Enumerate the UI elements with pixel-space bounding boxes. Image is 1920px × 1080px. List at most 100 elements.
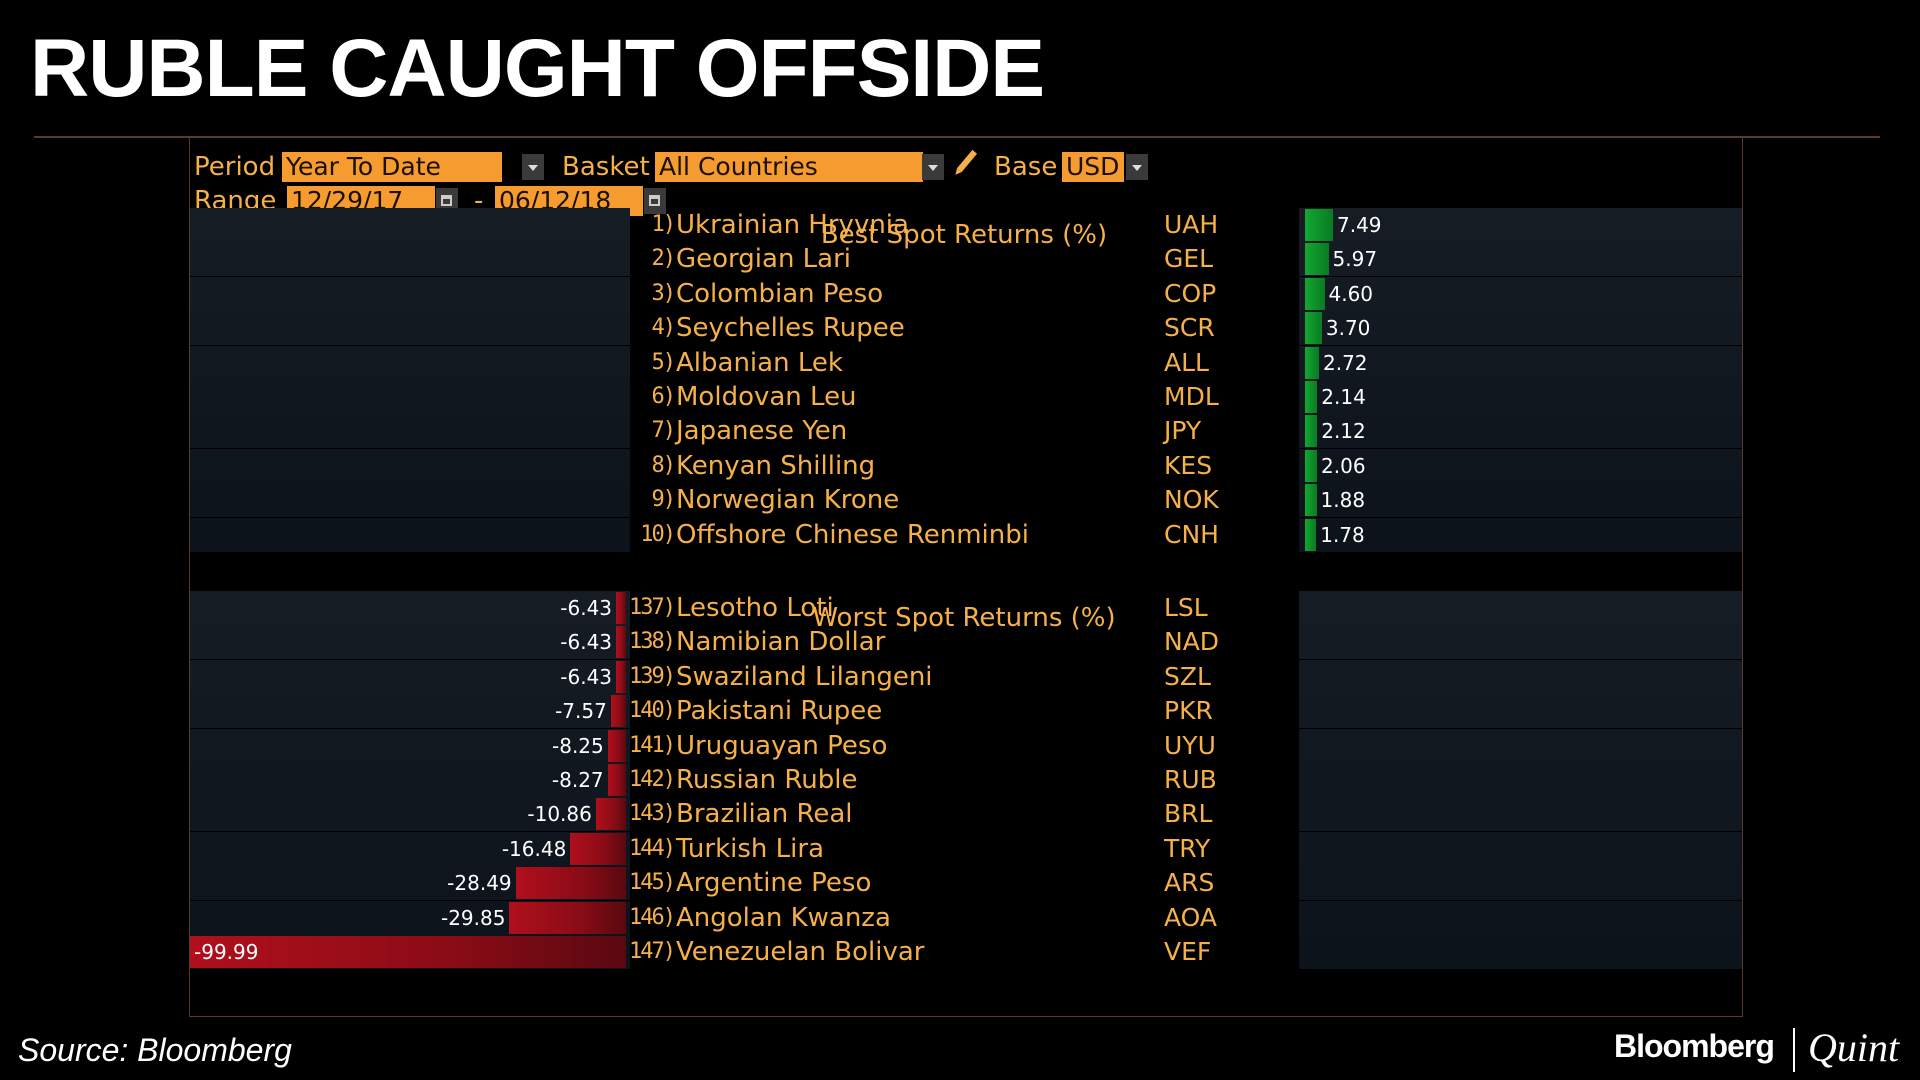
value-label: -6.43 [560,630,613,655]
rank-label: 7) [651,418,677,444]
base-label: Base [994,152,1058,182]
currency-name: Norwegian Krone [676,485,900,516]
currency-code: SCR [1164,313,1215,343]
row-background-left [190,831,630,866]
rank-label: 143) [629,801,676,827]
base-select[interactable]: USD [1062,152,1124,182]
rank-label: 3) [651,280,677,306]
negative-bar [607,729,626,762]
currency-name: Kenyan Shilling [676,450,876,481]
best-row: 10) Offshore Chinese Renminbi CNH 1.78 [190,517,1742,552]
worst-row: 139) Swaziland Lilangeni SZL -6.43 [190,659,1742,694]
row-background-right [1299,866,1742,901]
currency-code: CNH [1164,519,1219,549]
currency-code: LSL [1164,593,1208,622]
value-label: -7.57 [555,699,607,724]
terminal-panel: Period Year To Date Basket All Countries… [189,137,1743,1017]
row-background-left [190,276,630,311]
worst-row: 142) Russian Ruble RUB -8.27 [190,763,1742,797]
value-label: -6.43 [560,596,613,620]
logo-separator [1793,1028,1795,1072]
row-background-right [1299,483,1742,518]
positive-bar [1305,381,1318,413]
negative-bar [515,867,626,900]
currency-name: Brazilian Real [676,799,853,830]
rank-label: 8) [651,452,677,478]
currency-name: Venezuelan Bolivar [676,937,925,967]
currency-code: RUB [1164,765,1217,794]
currency-code: TRY [1164,833,1211,863]
currency-code: UAH [1164,210,1219,239]
rank-label: 2) [651,246,677,272]
row-background-right [1299,311,1742,346]
rank-label: 145) [629,870,676,896]
row-background-right [1299,242,1742,277]
row-background-left [190,380,630,414]
currency-code: ARS [1164,868,1215,898]
period-label: Period [194,152,276,182]
rank-label: 142) [629,767,676,792]
value-label: 2.12 [1321,419,1366,444]
rank-label: 146) [629,904,676,930]
currency-name: Seychelles Rupee [676,313,905,344]
headline: RUBLE CAUGHT OFFSIDE [30,23,1045,114]
rank-label: 6) [651,384,677,409]
row-background-left [190,242,630,277]
rank-label: 138) [629,629,676,655]
currency-name: Pakistani Rupee [676,696,883,727]
currency-code: VEF [1164,937,1212,966]
currency-name: Argentine Peso [676,868,872,899]
value-label: -8.25 [552,733,604,758]
range-end-calendar-icon[interactable] [644,188,666,214]
row-background-left [190,311,630,346]
range-separator: - [474,186,484,216]
value-label: -16.48 [501,836,567,861]
range-start-calendar-icon[interactable] [436,188,458,214]
positive-bar [1305,346,1319,379]
row-background-right [1299,345,1742,380]
basket-dropdown-icon[interactable] [922,154,944,180]
value-label: 3.70 [1325,316,1371,341]
row-background-right [1299,517,1742,552]
currency-code: PKR [1164,696,1213,726]
row-background-right [1299,591,1742,625]
best-row: 3) Colombian Peso COP 4.60 [190,276,1742,311]
best-row: 7) Japanese Yen JPY 2.12 [190,414,1742,449]
value-label: 2.14 [1321,385,1366,409]
rank-label: 10) [640,521,676,547]
source-note: Source: Bloomberg [18,1032,292,1068]
row-background-right [1299,659,1742,694]
row-background-left [190,625,630,660]
positive-bar [1305,312,1322,345]
row-background-left [190,763,630,797]
positive-bar [1305,277,1325,310]
currency-code: MDL [1164,382,1219,411]
row-background-left [190,208,630,242]
row-background-right [1299,694,1742,729]
period-select[interactable]: Year To Date [282,152,502,182]
value-label: -28.49 [447,871,512,896]
best-row: 9) Norwegian Krone NOK 1.88 [190,483,1742,518]
worst-row: 144) Turkish Lira TRY -16.48 [190,831,1742,866]
edit-pencil-icon[interactable] [956,149,978,173]
basket-select[interactable]: All Countries [655,152,923,182]
best-row: 5) Albanian Lek ALL 2.72 [190,345,1742,380]
row-background-left [190,728,630,763]
currency-name: Lesotho Loti [676,593,834,623]
base-dropdown-icon[interactable] [1126,154,1148,180]
currency-name: Albanian Lek [676,347,843,378]
row-background-right [1299,208,1742,242]
row-background-left [190,345,630,380]
positive-bar [1305,415,1318,448]
currency-name: Turkish Lira [676,833,825,864]
period-dropdown-icon[interactable] [522,154,544,180]
rank-label: 139) [629,663,676,689]
currency-name: Ukrainian Hryvnia [676,210,909,240]
negative-bar [616,592,626,624]
currency-name: Namibian Dollar [676,627,886,658]
value-label: -99.99 [194,940,259,964]
row-background-right [1299,797,1742,832]
negative-bar [190,936,626,968]
row-background-right [1299,414,1742,449]
value-label: -8.27 [551,768,604,792]
